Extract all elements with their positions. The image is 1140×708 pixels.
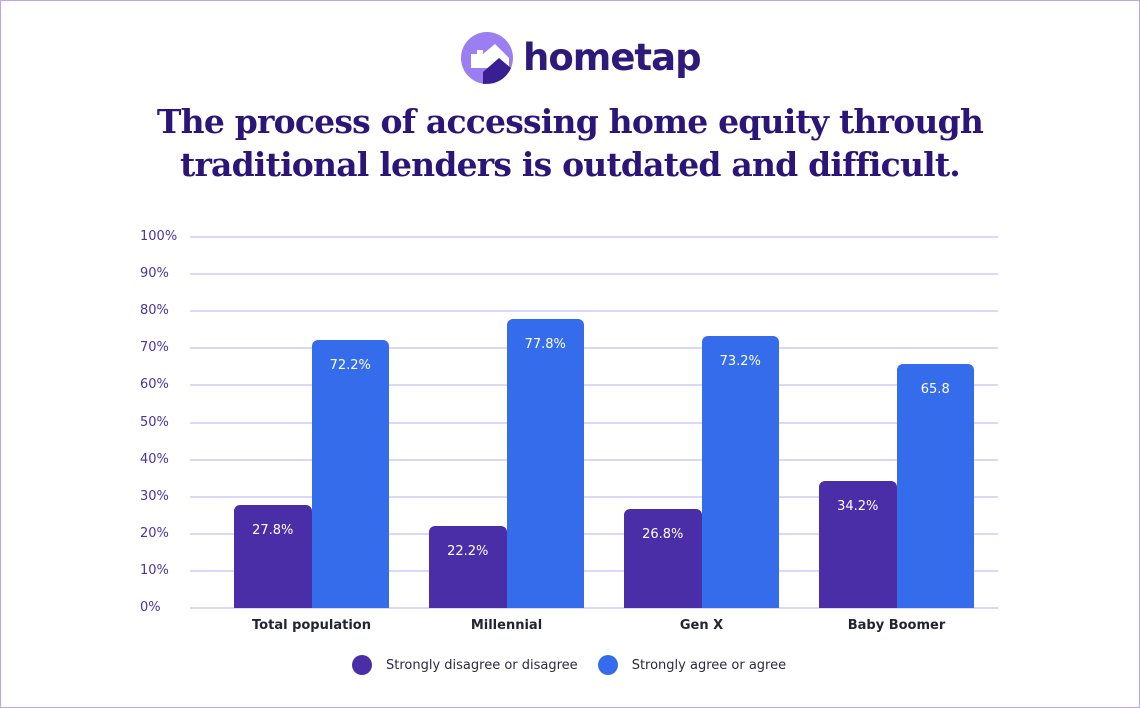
y-axis-tick-label: 10% bbox=[140, 562, 169, 578]
x-axis-category-label: Baby Boomer bbox=[847, 618, 946, 633]
y-axis-tick-label: 100% bbox=[140, 229, 178, 244]
legend-item-disagree: Strongly disagree or disagree bbox=[352, 655, 578, 675]
gridline bbox=[190, 273, 998, 276]
gridline bbox=[190, 532, 998, 535]
chart-title: The process of accessing home equity thr… bbox=[0, 100, 1140, 186]
bar-value-label: 73.2% bbox=[719, 354, 761, 370]
bar-agree: 72.2% bbox=[311, 340, 389, 608]
bar-agree: 73.2% bbox=[701, 336, 779, 608]
house-logo-icon bbox=[461, 32, 513, 84]
x-axis-category-label: Millennial bbox=[470, 618, 543, 633]
bar-value-label: 72.2% bbox=[329, 358, 371, 374]
gridline bbox=[190, 495, 998, 498]
bar-disagree: 27.8% bbox=[234, 504, 312, 608]
legend-label: Strongly disagree or disagree bbox=[386, 657, 578, 673]
gridline bbox=[190, 607, 998, 609]
hometap-logo: hometap bbox=[461, 32, 702, 84]
bar-agree: 77.8% bbox=[506, 319, 584, 608]
gridline bbox=[190, 458, 998, 461]
title-line-1: The process of accessing home equity thr… bbox=[156, 102, 984, 141]
bar-value-label: 77.8% bbox=[524, 337, 566, 353]
brand-name: hometap bbox=[523, 36, 702, 79]
legend-label: Strongly agree or agree bbox=[631, 657, 787, 673]
legend-item-agree: Strongly agree or agree bbox=[597, 655, 787, 675]
bar-value-label: 26.8% bbox=[642, 526, 684, 542]
agree-swatch-icon bbox=[597, 655, 618, 675]
gridline bbox=[190, 347, 998, 350]
bar-disagree: 26.8% bbox=[624, 508, 702, 608]
y-axis-tick-label: 20% bbox=[140, 525, 169, 541]
x-axis-category-label: Total population bbox=[252, 618, 371, 633]
chart-legend: Strongly disagree or disagree Strongly a… bbox=[352, 655, 806, 675]
y-axis-tick-label: 0% bbox=[140, 600, 161, 615]
y-axis-tick-label: 50% bbox=[140, 414, 169, 430]
y-axis-tick-label: 60% bbox=[140, 377, 169, 393]
bar-value-label: 22.2% bbox=[447, 543, 489, 559]
y-axis-tick-label: 90% bbox=[140, 266, 169, 282]
bar-value-label: 65.8 bbox=[920, 381, 950, 397]
y-axis-tick-label: 30% bbox=[140, 488, 169, 504]
gridline bbox=[190, 236, 998, 238]
x-axis-category-label: Gen X bbox=[679, 618, 724, 633]
bar-value-label: 34.2% bbox=[837, 499, 879, 515]
gridline bbox=[190, 384, 998, 387]
bar-value-label: 27.8% bbox=[252, 522, 294, 538]
gridline bbox=[190, 310, 998, 313]
y-axis-tick-label: 80% bbox=[140, 303, 169, 319]
title-line-2: traditional lenders is outdated and diff… bbox=[180, 145, 961, 184]
bar-disagree: 22.2% bbox=[429, 525, 507, 608]
disagree-swatch-icon bbox=[352, 655, 372, 675]
bar-agree: 65.8 bbox=[896, 363, 974, 608]
y-axis-tick-label: 70% bbox=[140, 340, 169, 356]
bar-disagree: 34.2% bbox=[819, 481, 897, 608]
y-axis-tick-label: 40% bbox=[140, 451, 169, 467]
gridline bbox=[190, 569, 998, 572]
gridline bbox=[190, 421, 998, 424]
